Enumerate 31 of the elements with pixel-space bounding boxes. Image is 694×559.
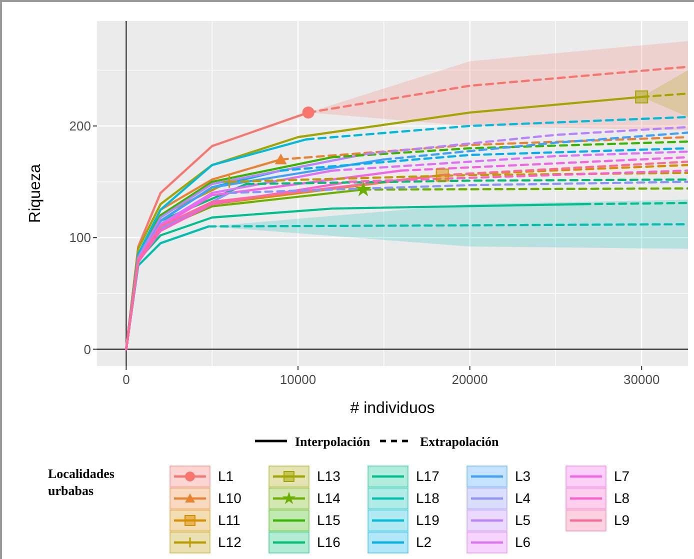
y-tick-label: 200 [69, 118, 91, 134]
x-tick-label: 30000 [624, 372, 660, 387]
legend-title: Localidades urbabas [48, 466, 114, 498]
legend-label: L17 [416, 468, 440, 484]
legend-label: L3 [515, 468, 531, 484]
legend-label: L5 [515, 512, 531, 528]
legend-label: L7 [614, 468, 630, 484]
legend-label: L16 [317, 534, 341, 550]
legend-label: L6 [515, 534, 531, 550]
legend-label: L1 [218, 468, 234, 484]
legend-label: L4 [515, 490, 531, 506]
legend-label: L19 [416, 512, 440, 528]
y-tick-label: 100 [69, 230, 91, 246]
x-axis-title: # individuos [350, 400, 435, 417]
x-tick-label: 0 [122, 372, 130, 387]
x-tick-label: 20000 [452, 372, 488, 387]
x-tick-label: 10000 [280, 372, 316, 387]
legend-label: L18 [416, 490, 440, 506]
legend-label: L8 [614, 490, 630, 506]
legend-label: L14 [317, 490, 341, 506]
y-axis-title: Riqueza [27, 164, 44, 223]
text: Extrapolación [420, 434, 500, 449]
y-tick-label: 0 [84, 342, 91, 357]
legend-label: L11 [218, 512, 241, 528]
text: Interpolación [295, 434, 371, 449]
legend-label: L12 [218, 534, 242, 550]
legend-label: L10 [218, 490, 242, 506]
legend-label: L9 [614, 512, 630, 528]
legend-label: L15 [317, 512, 341, 528]
legend-label: L13 [317, 468, 341, 484]
legend-label: L2 [416, 534, 432, 550]
